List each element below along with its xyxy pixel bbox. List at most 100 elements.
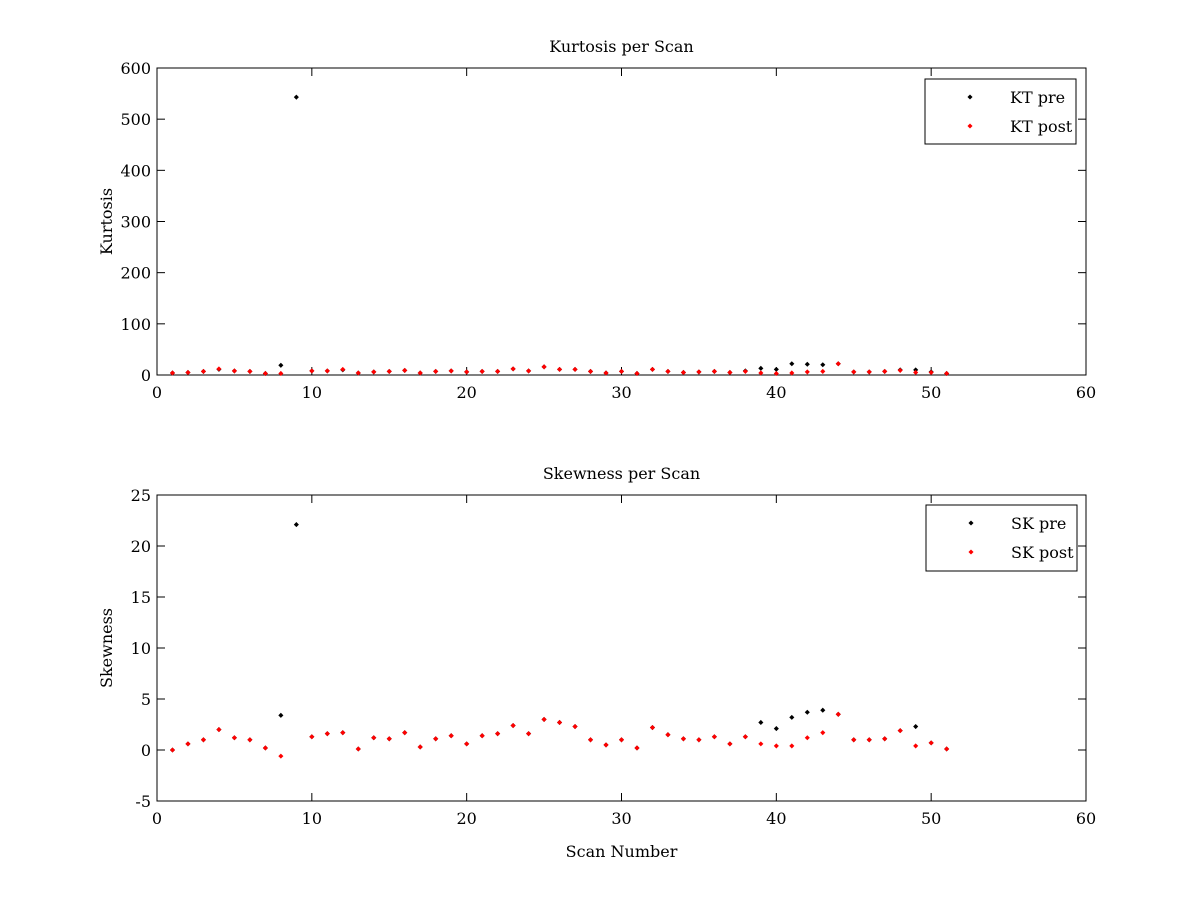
legend-marker xyxy=(968,520,974,526)
x-tick-label: 20 xyxy=(456,809,476,828)
data-point xyxy=(634,370,640,377)
data-point xyxy=(804,709,810,715)
data-point xyxy=(711,368,717,374)
data-point xyxy=(185,741,191,747)
data-point xyxy=(386,368,392,374)
data-point xyxy=(773,370,779,377)
data-point xyxy=(169,370,176,376)
data-point xyxy=(804,361,810,367)
data-point xyxy=(572,366,578,372)
data-point xyxy=(324,368,330,374)
data-point xyxy=(278,370,284,377)
data-point xyxy=(417,370,423,376)
data-point xyxy=(913,369,919,375)
x-tick-label: 60 xyxy=(1076,383,1096,402)
data-point xyxy=(216,727,222,733)
data-point xyxy=(649,366,656,372)
y-tick-label: 5 xyxy=(141,690,151,709)
data-point xyxy=(495,731,501,737)
data-point xyxy=(587,737,594,743)
data-point xyxy=(293,94,299,100)
data-point xyxy=(789,714,795,720)
data-point xyxy=(835,711,841,717)
data-point xyxy=(340,366,346,372)
data-point xyxy=(433,368,439,374)
x-tick-label: 50 xyxy=(921,383,941,402)
x-tick-label: 50 xyxy=(921,809,941,828)
data-point xyxy=(200,737,206,743)
data-point xyxy=(897,728,903,734)
data-point xyxy=(618,737,625,743)
legend: SK pre SK post xyxy=(925,504,1078,572)
data-point xyxy=(634,745,640,751)
data-point xyxy=(216,366,222,372)
data-point xyxy=(789,361,795,367)
x-axis-label: Scan Number xyxy=(566,842,678,861)
data-point xyxy=(541,716,547,722)
data-point xyxy=(820,368,826,374)
data-point xyxy=(278,362,284,368)
data-point xyxy=(278,712,284,718)
data-point xyxy=(262,370,268,377)
y-tick-label: 200 xyxy=(120,264,151,283)
data-point xyxy=(928,740,934,746)
data-point xyxy=(820,707,826,713)
x-tick-label: 10 xyxy=(302,383,322,402)
data-point xyxy=(913,723,919,730)
data-point xyxy=(324,731,330,737)
data-point xyxy=(572,723,578,730)
data-point xyxy=(789,743,795,749)
y-tick-label: 0 xyxy=(141,741,151,760)
data-point xyxy=(603,742,609,748)
y-tick-label: 20 xyxy=(131,537,151,556)
data-point xyxy=(882,368,888,374)
legend-label: SK pre xyxy=(1011,514,1066,533)
data-point xyxy=(355,370,361,376)
data-point xyxy=(587,368,594,374)
data-point xyxy=(773,743,779,749)
series-1 xyxy=(169,94,950,377)
legend-label: SK post xyxy=(1011,543,1074,562)
data-point xyxy=(293,522,299,528)
x-tick-label: 40 xyxy=(766,809,786,828)
data-point xyxy=(355,746,361,752)
data-point xyxy=(758,741,764,747)
y-tick-label: 400 xyxy=(120,161,151,180)
data-point xyxy=(665,732,671,738)
data-point xyxy=(882,736,888,742)
y-tick-label: 600 xyxy=(120,59,151,78)
data-point xyxy=(758,719,764,726)
y-tick-label: 10 xyxy=(131,639,151,658)
legend-box xyxy=(925,504,1078,572)
data-point xyxy=(448,733,454,739)
data-point xyxy=(913,743,919,749)
y-tick-label: 300 xyxy=(120,213,151,232)
data-point xyxy=(557,366,563,372)
data-point xyxy=(696,737,702,743)
data-point xyxy=(200,368,206,374)
y-tick-label: -5 xyxy=(135,792,151,811)
data-point xyxy=(479,368,485,374)
data-point xyxy=(417,744,423,750)
y-tick-label: 15 xyxy=(131,588,151,607)
data-point xyxy=(464,369,470,375)
data-point xyxy=(340,730,346,736)
y-tick-label: 25 xyxy=(131,486,151,505)
data-point xyxy=(433,736,439,742)
x-tick-label: 30 xyxy=(611,383,631,402)
data-point xyxy=(510,722,516,729)
data-point xyxy=(185,369,191,375)
data-point xyxy=(851,737,857,743)
x-tick-label: 30 xyxy=(611,809,631,828)
data-point xyxy=(742,368,748,374)
data-point xyxy=(913,367,919,373)
x-tick-label: 0 xyxy=(152,383,162,402)
data-point xyxy=(773,726,779,732)
data-point xyxy=(526,368,532,374)
data-point xyxy=(402,367,408,373)
data-point xyxy=(649,725,656,731)
chart-title: Kurtosis per Scan xyxy=(549,37,693,56)
data-point xyxy=(680,369,686,375)
data-point xyxy=(309,368,315,374)
